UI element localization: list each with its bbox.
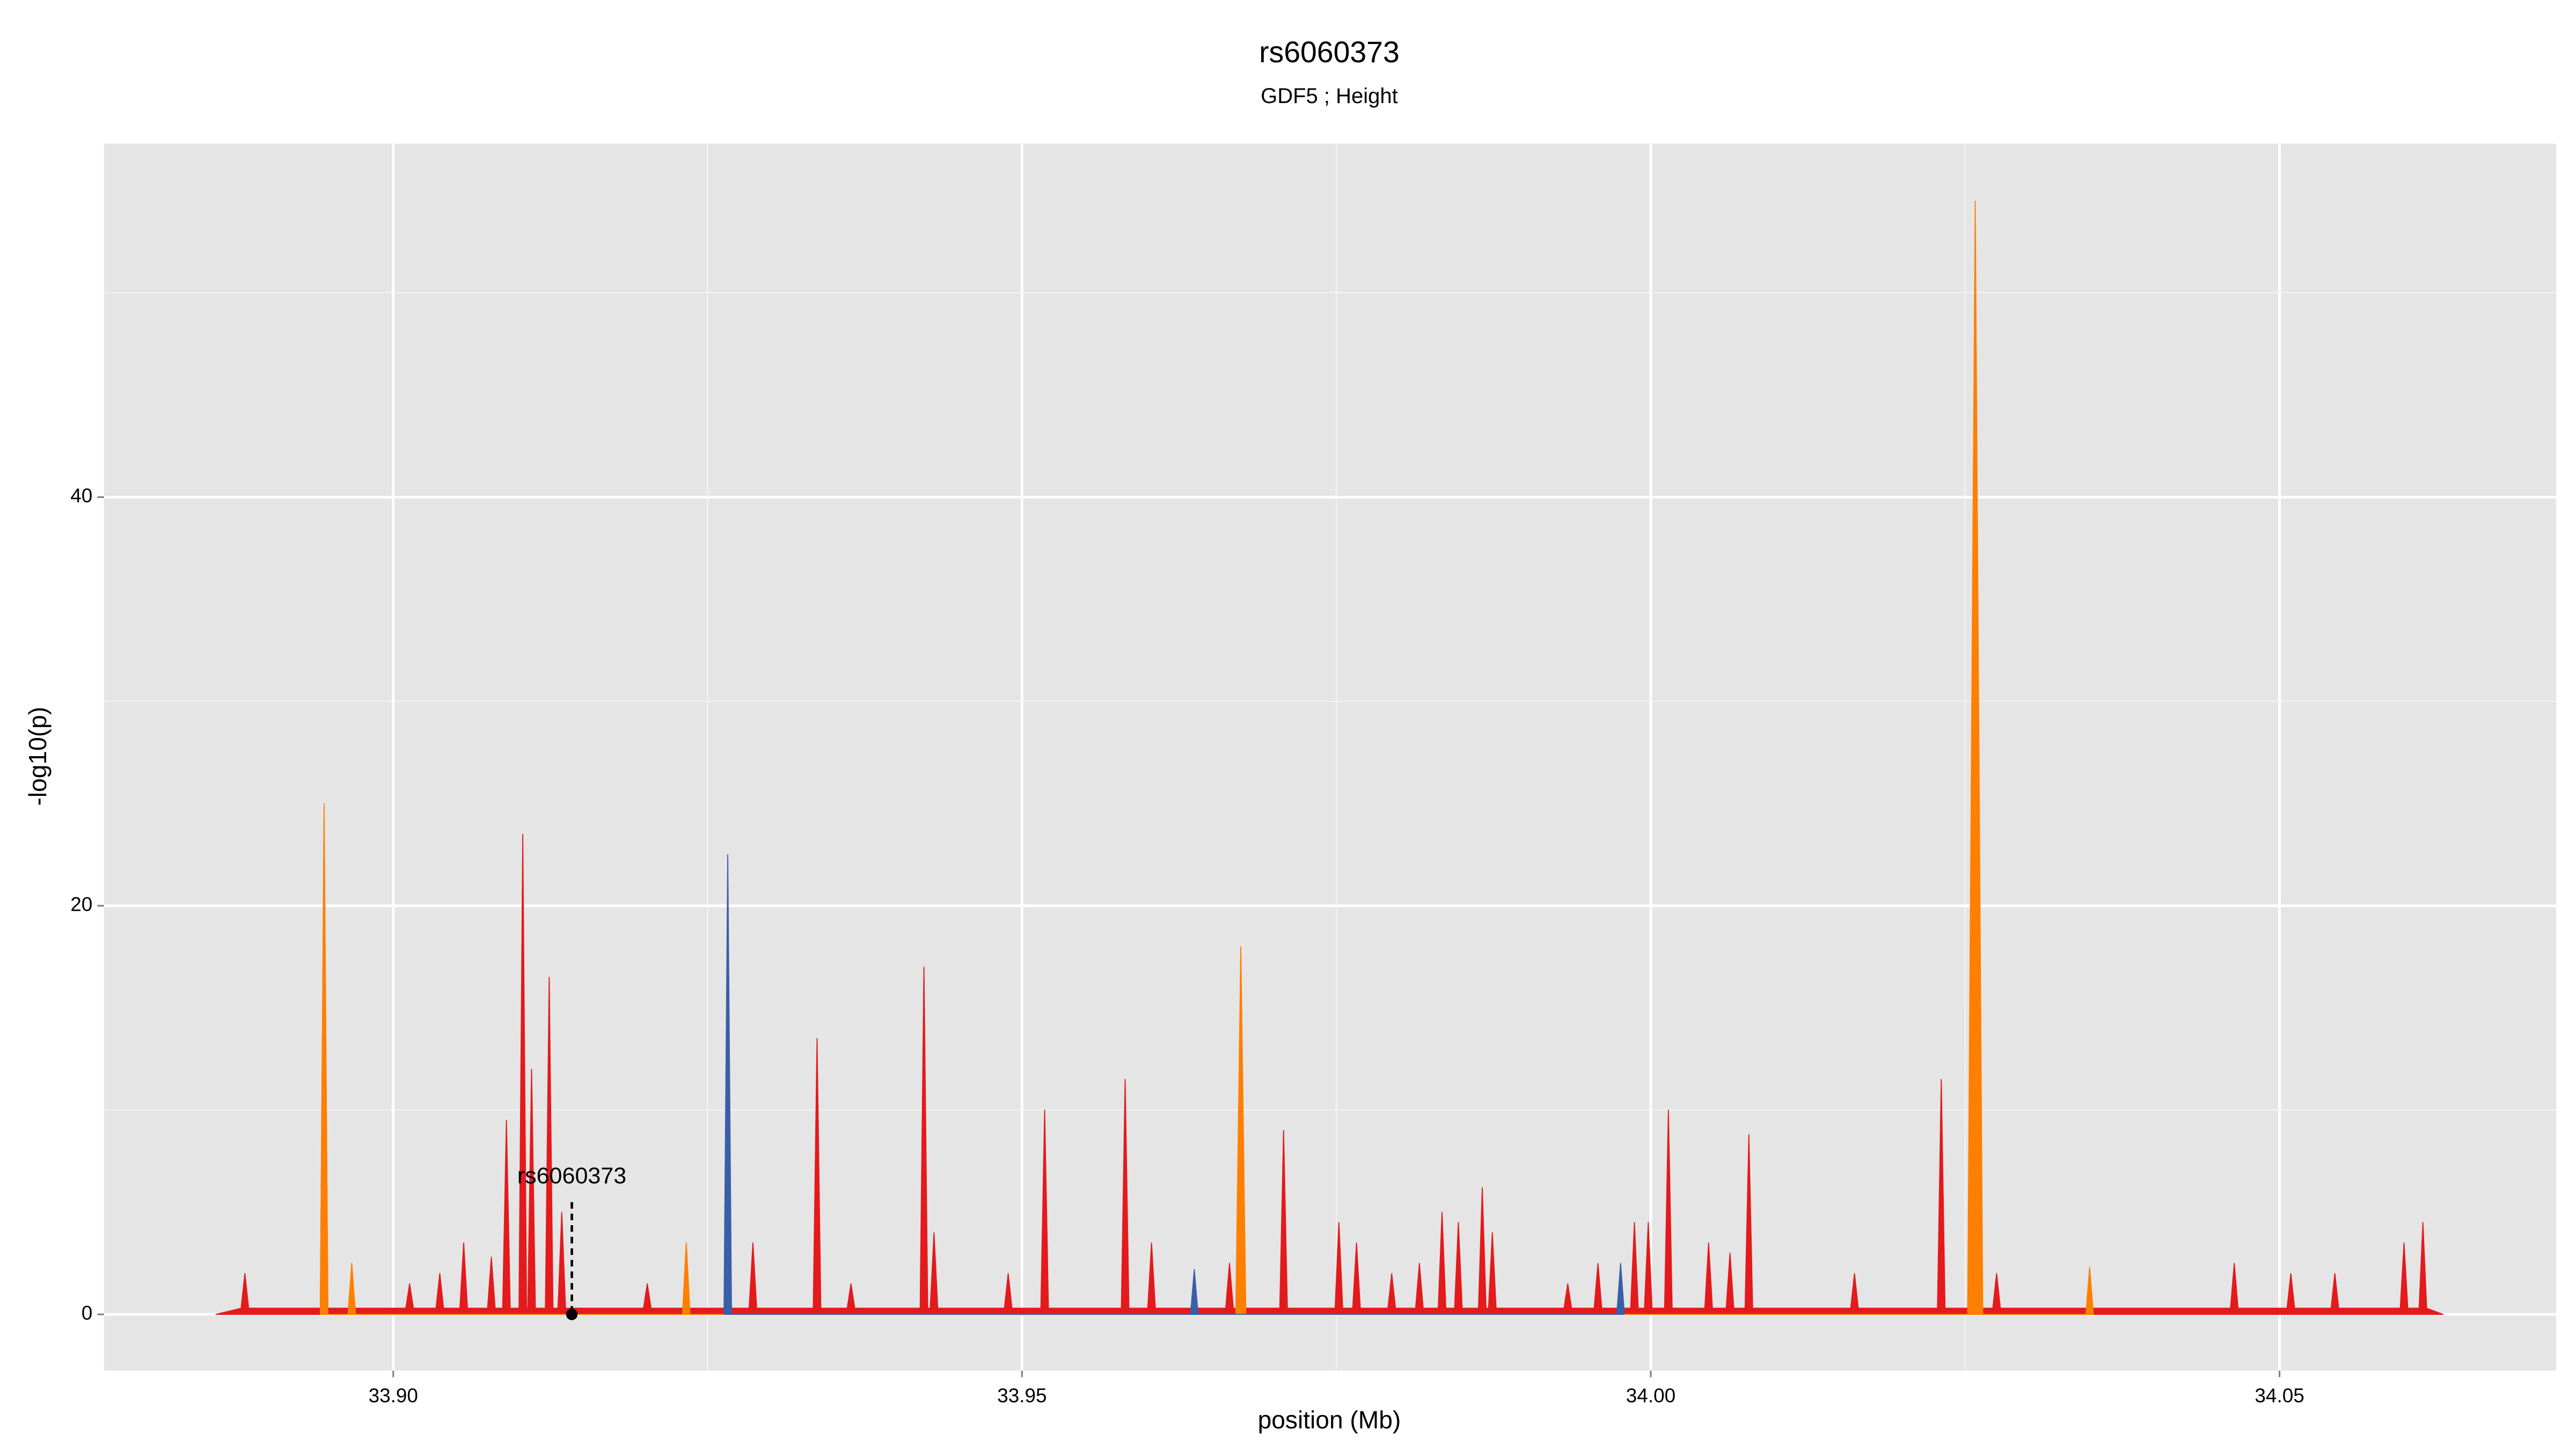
area: [723, 854, 1625, 1315]
chart-subtitle: GDF5 ; Height: [1261, 84, 1398, 108]
x-axis-label: position (Mb): [1258, 1406, 1401, 1433]
area: [215, 823, 2444, 1315]
y-tick-label: 0: [82, 1302, 93, 1324]
marks: [215, 200, 2444, 1320]
y-tick-label: 40: [70, 485, 92, 507]
plot-background: [104, 143, 2557, 1371]
x-tick-label: 34.05: [2255, 1385, 2304, 1407]
chart-title: rs6060373: [1259, 35, 1400, 69]
x-tick-label: 33.95: [997, 1385, 1046, 1407]
annotation-label: rs6060373: [517, 1163, 627, 1189]
x-tick-label: 34.00: [1626, 1385, 1675, 1407]
y-axis-label: -log10(p): [24, 707, 52, 806]
x-tick-label: 33.90: [369, 1385, 418, 1407]
annotation-point: [566, 1308, 578, 1320]
y-tick-label: 20: [70, 893, 92, 915]
